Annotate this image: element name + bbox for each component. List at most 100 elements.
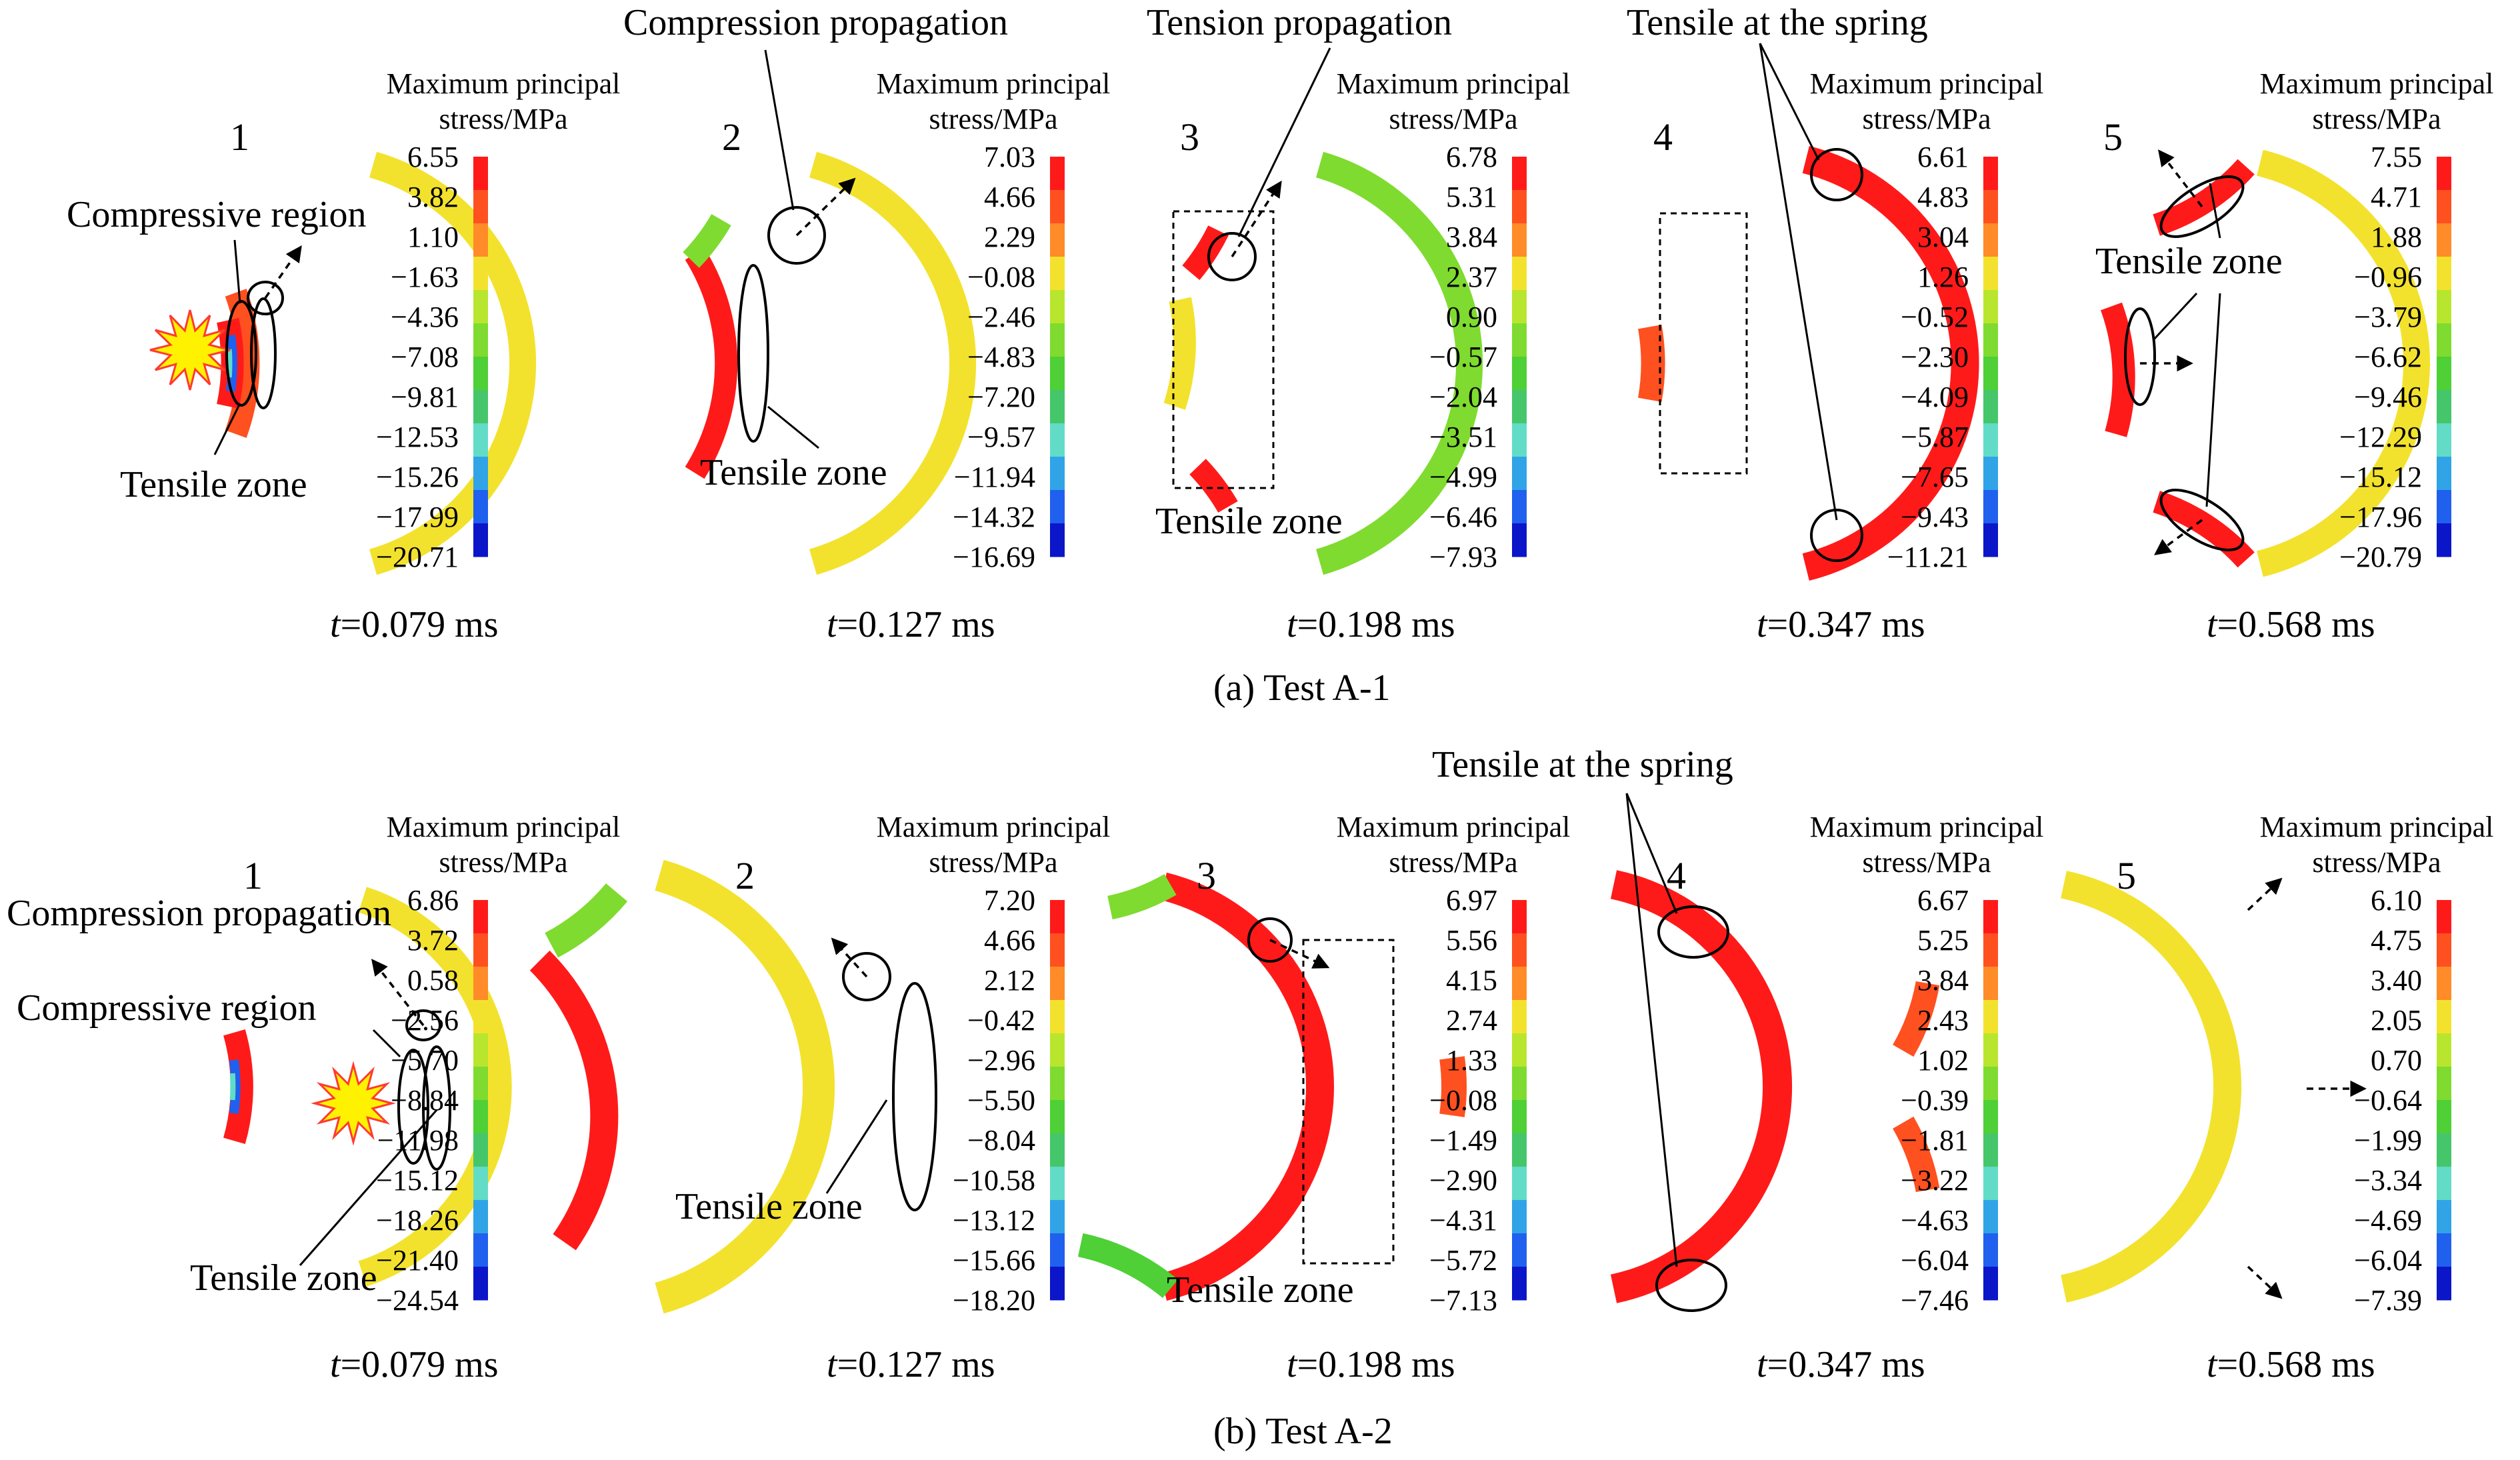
leader-line [2152,292,2198,341]
colorbar-swatch [2437,257,2451,291]
panel-a1-time: t=0.079 ms [330,604,499,645]
annotation-ellipse [225,300,257,407]
stress-patch [529,950,619,1251]
colorbar-title-line1: Maximum principal [387,67,621,100]
annotation-compression-propagation-a2: Compression propagation [623,2,1008,43]
colorbar-tick-label: −15.66 [953,1244,1035,1277]
panel-a3-time: t=0.198 ms [1287,604,1455,645]
colorbar-swatch [1983,1133,1998,1167]
colorbar-swatch [1512,190,1527,224]
annotation-tensile-at-spring-b: Tensile at the spring [1432,744,1733,785]
colorbar-tick-label: 0.58 [407,964,459,997]
colorbar-title-line2: stress/MPa [929,846,1057,879]
arch-diagrams [217,145,2430,1314]
colorbar-tick-label: −4.36 [391,301,459,333]
colorbar-tick-label: −4.69 [2354,1204,2422,1237]
colorbar-tick-label: −14.32 [953,501,1035,533]
colorbar-swatch [1983,1000,1998,1034]
colorbar-swatch [1512,1200,1527,1234]
dashed-arrow [1231,180,1282,257]
panel-b4-time: t=0.347 ms [1757,1344,1925,1385]
colorbar-tick-label: −4.99 [1429,461,1497,493]
colorbar-tick-label: −8.04 [967,1124,1035,1157]
colorbar-swatch [2437,423,2451,457]
colorbar-swatch [473,257,488,291]
colorbar-title-line1: Maximum principal [1337,811,1571,843]
leader-line [1625,793,1678,914]
colorbar-tick-label: 3.82 [407,181,459,213]
colorbar-tick-label: −6.04 [2354,1244,2422,1277]
panel-b3-time: t=0.198 ms [1287,1344,1455,1385]
colorbar-tick-label: −7.93 [1429,541,1497,573]
colorbar-tick-label: −3.34 [2354,1164,2422,1197]
leader-line [2205,293,2221,507]
colorbar-tick-label: 2.74 [1446,1004,1497,1037]
colorbar-tick-label: 0.70 [2371,1044,2422,1077]
arch-a3 [1163,151,1483,575]
colorbar-title-line2: stress/MPa [1862,103,1991,135]
colorbar-swatch [1512,933,1527,967]
leader-line [1237,47,1331,237]
annotation-ellipse [842,952,891,1001]
compressive-core [226,349,233,378]
colorbar-swatch [1050,490,1065,524]
colorbar-tick-label: −2.30 [1901,341,1969,373]
colorbar-title-line2: stress/MPa [929,103,1057,135]
dashed-box [1659,212,1748,475]
colorbar-tick-label: −20.79 [2339,541,2422,573]
colorbar-tick-label: 7.20 [984,884,1035,917]
colorbar-tick-label: −7.39 [2354,1284,2422,1317]
annotation-ellipse [1810,509,1863,562]
annotation-compressive-region-b1: Compressive region [17,987,316,1029]
colorbar-swatch [1512,1100,1527,1134]
colorbar-swatch [1050,357,1065,391]
stress-patch [1077,1233,1179,1299]
stress-patch [1638,325,1665,402]
colorbar-tick-label: −8.84 [391,1084,459,1117]
colorbar-swatch [1512,323,1527,357]
colorbar-swatch [1512,1133,1527,1167]
colorbar-swatch [1512,523,1527,557]
colorbar-tick-label: −17.99 [376,501,459,533]
colorbar-tick-label: −2.96 [967,1044,1035,1077]
arch-ring [1316,151,1483,575]
colorbar-swatch [473,1000,488,1034]
panel-b5-time: t=0.568 ms [2207,1344,2375,1385]
colorbar-swatch [473,900,488,934]
panel-a2-number: 2 [722,115,741,159]
colorbar-swatch [473,523,488,557]
colorbar-swatch [473,967,488,1001]
panel-a2-time: t=0.127 ms [827,604,995,645]
colorbar-title-line2: stress/MPa [2312,846,2441,879]
colorbar-swatch [2437,490,2451,524]
colorbar-swatch [1512,223,1527,257]
colorbar-tick-label: −24.54 [376,1284,459,1317]
colorbar-swatch [1983,1233,1998,1267]
annotation-ellipse [405,1009,441,1041]
colorbar-swatch [1050,1067,1065,1101]
colorbar-tick-label: −3.22 [1901,1164,1969,1197]
dashed-arrow [264,245,302,299]
colorbar-swatch [2437,1000,2451,1034]
colorbar-tick-label: 6.97 [1446,884,1497,917]
stress-patch [225,289,260,438]
colorbar-swatch [2437,323,2451,357]
panel-a4-number: 4 [1653,115,1673,159]
colorbar-tick-label: −7.65 [1901,461,1969,493]
colorbar-swatch [1512,290,1527,324]
colorbar-swatch [473,357,488,391]
annotation-ellipse [397,1049,429,1165]
annotation-compression-propagation-b1: Compression propagation [7,893,391,934]
colorbar-title-line1: Maximum principal [1810,67,2044,100]
colorbar-tick-label: −10.58 [953,1164,1035,1197]
stress-patch [1107,874,1177,920]
colorbar-swatch [2437,1233,2451,1267]
colorbar-swatch [1050,190,1065,224]
caption-b: (b) Test A-2 [1213,1411,1393,1452]
annotation-tensile-zone-a5: Tensile zone [2095,241,2283,282]
colorbar-tick-label: −4.09 [1901,381,1969,413]
colorbar-tick-label: −2.90 [1429,1164,1497,1197]
